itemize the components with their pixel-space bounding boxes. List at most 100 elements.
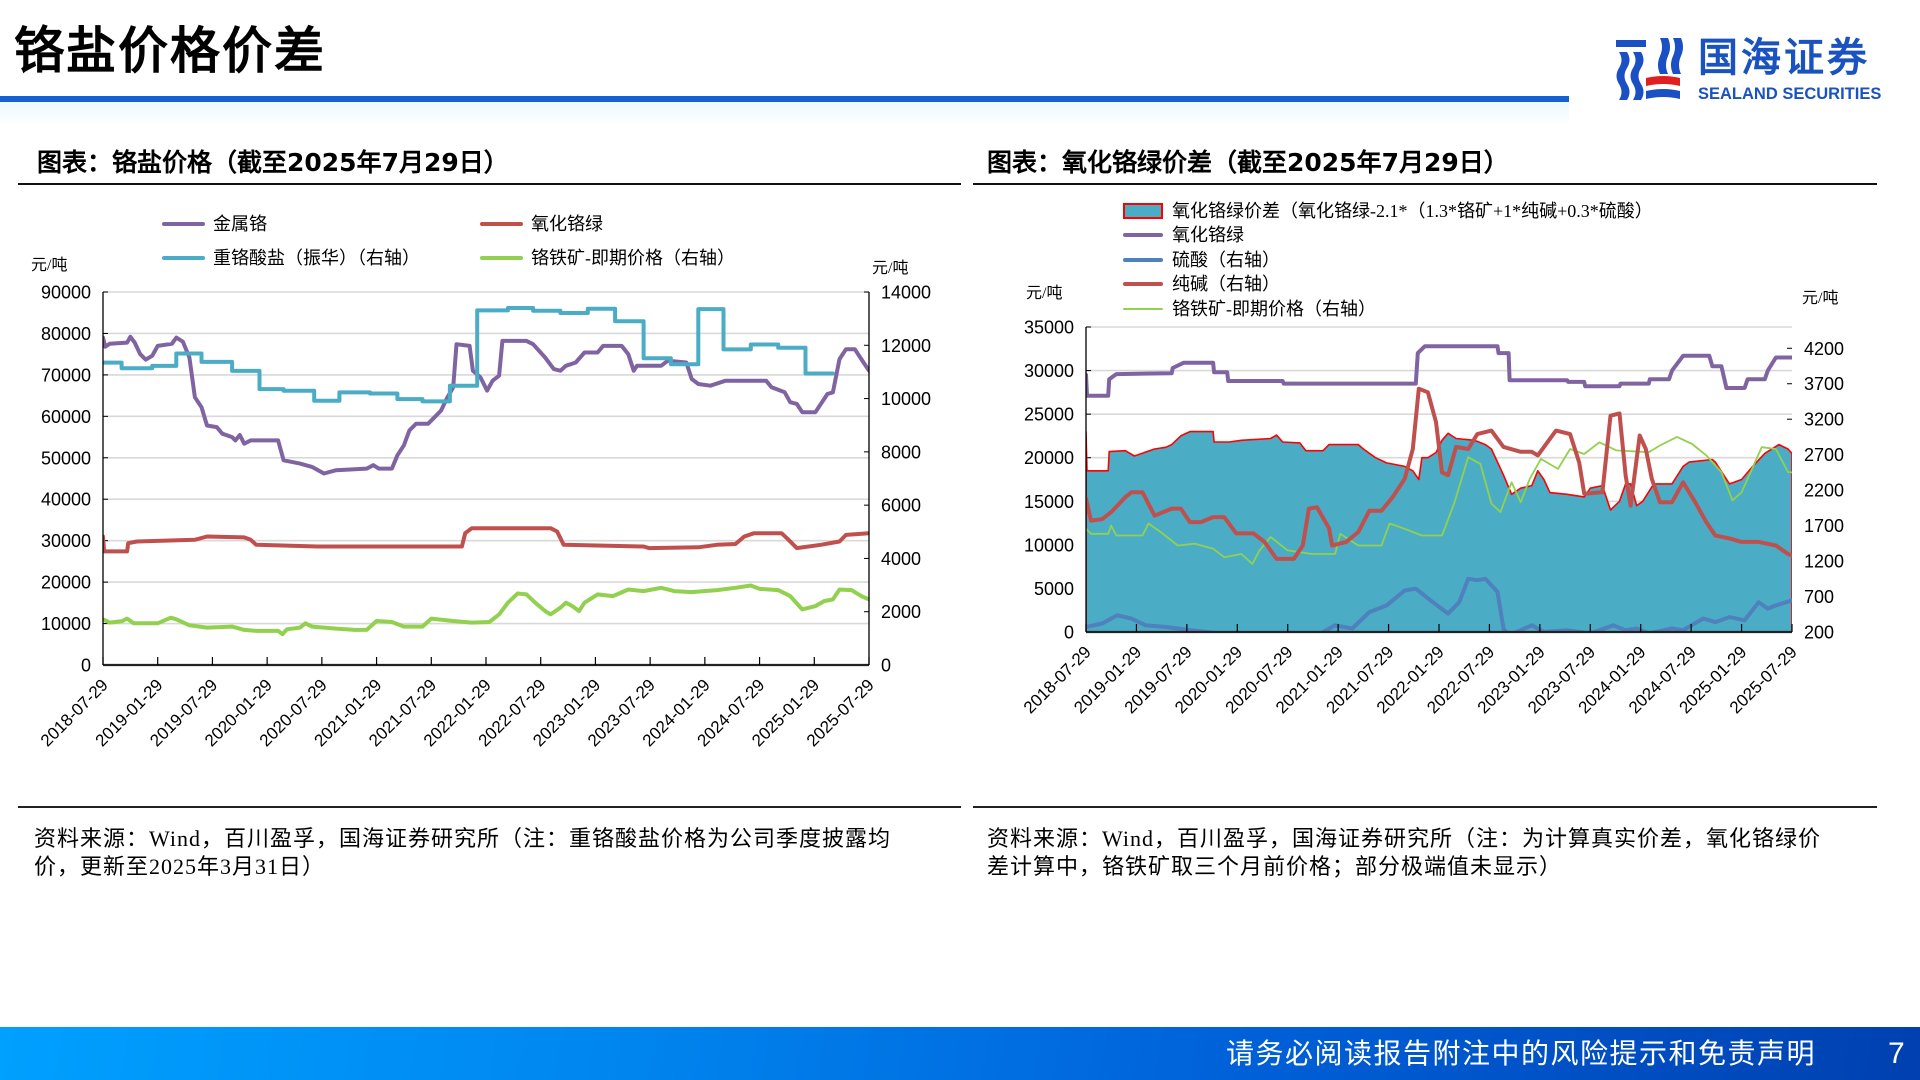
right-source-divider [973, 806, 1877, 808]
x-axis-tick-label: 2021-07-29 [365, 675, 440, 750]
y-axis-left-tick-label: 30000 [41, 531, 91, 551]
legend-swatch-dichromate [162, 256, 205, 260]
left-chart-title: 图表：铬盐价格（截至2025年7月29日） [37, 148, 509, 177]
series-line [1086, 344, 1792, 398]
x-axis-tick-label: 2019-01-29 [1070, 642, 1145, 717]
legend-label-chrome-ore: 铬铁矿-即期价格（右轴） [531, 248, 735, 268]
y-axis-left-tick-label: 35000 [1024, 318, 1074, 338]
y-axis-right-tick-label: 1200 [1804, 552, 1844, 572]
y-axis-right-tick-label: 200 [1804, 623, 1834, 643]
legend-swatch-chromium-oxide-green [480, 222, 523, 226]
y-axis-right-tick-label: 3700 [1804, 374, 1844, 394]
series-line [1086, 576, 1792, 632]
header-divider [0, 96, 1569, 102]
y-axis-right-tick-label: 2000 [881, 602, 921, 622]
legend-label-soda-ash: 纯碱（右轴） [1172, 274, 1280, 294]
x-axis-tick-label: 2018-07-29 [37, 675, 112, 750]
y-axis-left-tick-label: 90000 [41, 283, 91, 303]
right-chart-title: 图表：氧化铬绿价差（截至2025年7月29日） [987, 148, 1509, 177]
x-axis-tick-label: 2020-01-29 [201, 675, 276, 750]
left-chart-y-unit-right: 元/吨 [872, 260, 909, 277]
x-axis-tick-label: 2025-01-29 [748, 675, 823, 750]
left-chart-y-unit-left: 元/吨 [31, 257, 68, 274]
legend-swatch-chrome-ore [1123, 308, 1163, 310]
header-fade-band [0, 102, 1569, 126]
x-axis-tick-label: 2025-01-29 [1675, 642, 1750, 717]
right-chart-y-unit-right: 元/吨 [1802, 290, 1839, 307]
x-axis-tick-label: 2024-07-29 [693, 675, 768, 750]
y-axis-left-tick-label: 0 [1064, 623, 1074, 643]
right-source-line-2: 差计算中，铬铁矿取三个月前价格；部分极端值未显示） [987, 854, 1563, 879]
y-axis-left-tick-label: 70000 [41, 365, 91, 385]
gridlines [103, 291, 869, 625]
y-axis-left-tick-label: 25000 [1024, 405, 1074, 425]
y-axis-left-tick-label: 20000 [41, 573, 91, 593]
x-axis-tick-label: 2023-07-29 [1524, 642, 1599, 717]
y-axis-right-tick-label: 2700 [1804, 445, 1844, 465]
legend-swatch-spread-area [1123, 203, 1163, 219]
left-title-divider [18, 183, 961, 185]
x-axis-tick-label: 2018-07-29 [1020, 642, 1095, 717]
y-axis-left-tick-label: 40000 [41, 490, 91, 510]
x-axis-tick-label: 2025-07-29 [1726, 642, 1801, 717]
x-axis-tick-label: 2023-01-29 [529, 675, 604, 750]
page-number: 7 [1888, 1037, 1905, 1070]
y-axis-left-tick-label: 0 [81, 656, 91, 676]
x-axis-tick-label: 2022-07-29 [475, 675, 550, 750]
y-axis-left-tick-label: 20000 [1024, 448, 1074, 468]
series-line [103, 583, 869, 637]
y-axis-right-tick-label: 0 [881, 656, 891, 676]
y-axis-right-tick-label: 1700 [1804, 516, 1844, 536]
y-axis-left-tick-label: 50000 [41, 448, 91, 468]
series-line [1086, 435, 1792, 565]
logo-chinese-name: 国海证券 [1698, 35, 1870, 81]
series-line [103, 306, 835, 404]
page-title: 铬盐价格价差 [14, 22, 326, 80]
y-axis-right-tick-label: 6000 [881, 496, 921, 516]
x-axis-tick-label: 2024-01-29 [639, 675, 714, 750]
x-axis-tick-label: 2021-01-29 [1272, 642, 1347, 717]
y-axis-left-tick-label: 30000 [1024, 361, 1074, 381]
x-axis-tick-label: 2020-07-29 [256, 675, 331, 750]
x-axis-tick-label: 2019-07-29 [1121, 642, 1196, 717]
legend-label-chrome-ore: 铬铁矿-即期价格（右轴） [1172, 299, 1376, 319]
legend-label-chromium-oxide-green: 氧化铬绿 [1172, 225, 1244, 245]
gridlines [1086, 326, 1792, 590]
x-axis-tick-label: 2022-01-29 [1373, 642, 1448, 717]
y-axis-left-tick-label: 80000 [41, 324, 91, 344]
right-title-divider [973, 183, 1877, 185]
x-axis-tick-label: 2022-07-29 [1423, 642, 1498, 717]
y-axis-right-tick-label: 4000 [881, 549, 921, 569]
y-axis-right-tick-label: 10000 [881, 389, 931, 409]
legend-swatch-sulfuric-acid [1123, 258, 1163, 262]
company-logo: 国海证券 SEALAND SECURITIES [1612, 34, 1882, 106]
legend-label-spread: 氧化铬绿价差（氧化铬绿-2.1*（1.3*铬矿+1*纯碱+0.3*硫酸） [1172, 201, 1653, 221]
legend-swatch-chromium-oxide-green [1123, 233, 1163, 237]
y-axis-left-tick-label: 5000 [1034, 579, 1074, 599]
y-axis-left-tick-label: 15000 [1024, 492, 1074, 512]
x-axis-tick-label: 2023-01-29 [1474, 642, 1549, 717]
legend-label-chromium-oxide-green: 氧化铬绿 [531, 214, 603, 234]
sealand-logo-icon [1616, 38, 1683, 100]
left-source-line-1: 资料来源：Wind，百川盈孚，国海证券研究所（注：重铬酸盐价格为公司季度披露均 [34, 826, 891, 851]
y-axis-right-tick-label: 12000 [881, 336, 931, 356]
series-line [1086, 386, 1792, 561]
y-axis-left-tick-label: 10000 [1024, 535, 1074, 555]
x-axis-tick-label: 2019-07-29 [146, 675, 221, 750]
x-axis-tick-label: 2020-01-29 [1171, 642, 1246, 717]
x-axis-tick-label: 2020-07-29 [1222, 642, 1297, 717]
footer-bar: 请务必阅读报告附注中的风险提示和免责声明 7 [0, 1027, 1920, 1080]
x-axis-tick-label: 2021-01-29 [310, 675, 385, 750]
y-axis-right-tick-label: 3200 [1804, 410, 1844, 430]
series-layer [1086, 344, 1792, 632]
legend-label-metal-chromium: 金属铬 [213, 214, 267, 234]
logo-english-name: SEALAND SECURITIES [1698, 85, 1882, 103]
right-chart-y-unit-left: 元/吨 [1026, 285, 1063, 302]
y-axis-left-tick-label: 10000 [41, 614, 91, 634]
legend-swatch-metal-chromium [162, 222, 205, 226]
series-layer [103, 306, 869, 637]
y-axis-right-tick-label: 14000 [881, 283, 931, 303]
x-axis-tick-label: 2024-01-29 [1575, 642, 1650, 717]
series-line [103, 334, 869, 476]
legend-label-sulfuric-acid: 硫酸（右轴） [1172, 250, 1280, 270]
